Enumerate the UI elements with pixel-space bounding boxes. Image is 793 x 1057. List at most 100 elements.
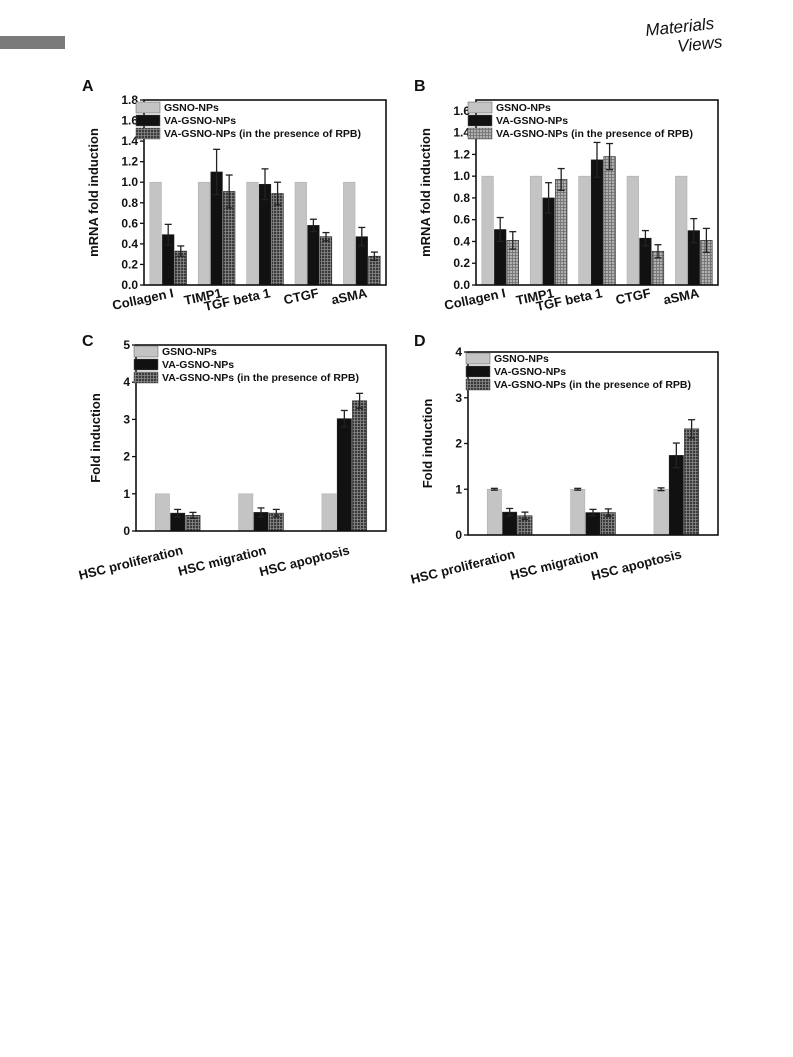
bar (319, 236, 333, 286)
y-tick-label: 1.2 (453, 147, 470, 161)
legend-swatch (135, 101, 161, 114)
error-bar (593, 141, 601, 178)
error-bar (174, 508, 182, 518)
chart-panel-c: C 0 1 2 3 4 5 Fold induction HSC proliferation HS… (78, 330, 398, 590)
y-tick-label: 0.6 (453, 213, 470, 227)
error-bar (557, 167, 565, 191)
publisher-logo-line1: Materials (644, 18, 715, 40)
bar (238, 493, 254, 532)
plot-frame (467, 351, 719, 536)
y-axis-label: mRNA fold induction (86, 128, 101, 257)
error-bar (589, 508, 597, 517)
bar (352, 400, 368, 532)
y-tick-label: 0 (455, 528, 462, 542)
error-bar (641, 229, 649, 247)
bar (149, 181, 162, 286)
legend-label: GSNO-NPs (496, 102, 551, 114)
y-axis-label: mRNA fold induction (418, 128, 433, 257)
y-tick-label: 0.0 (453, 278, 470, 292)
category-label: HSC proliferation (78, 542, 184, 582)
y-tick-label: 1.0 (453, 169, 470, 183)
bar (675, 175, 688, 286)
error-bar (490, 487, 498, 491)
category-label: HSC apoptosis (258, 542, 351, 579)
error-bar (657, 487, 665, 492)
panel-label-a: A (82, 78, 94, 95)
publisher-logo: Materials Views (644, 18, 723, 56)
chart-panel-d: D 0 1 2 3 4 Fold induction HSC proliferation HSC… (410, 330, 730, 590)
bar (271, 193, 284, 286)
legend-label: VA-GSNO-NPs (164, 115, 236, 127)
error-bar (604, 508, 612, 517)
error-bar (506, 507, 514, 517)
publisher-logo-line2: Views (676, 32, 723, 56)
error-bar (274, 181, 282, 206)
panel-label-c: C (82, 333, 94, 350)
category-label: CTGF (282, 285, 320, 307)
bar (307, 225, 320, 286)
chart-panel-b: B 0.0 0.2 0.4 0.6 0.8 1.0 1.2 1.4 1.6 mRNA fold in… (410, 75, 730, 333)
error-bar (272, 508, 280, 518)
legend-swatch (467, 101, 493, 114)
plot-frame (475, 99, 719, 286)
category-label: aSMA (330, 285, 369, 307)
y-tick-label: 1.8 (121, 93, 138, 107)
legend-swatch (465, 365, 491, 378)
error-bar (574, 487, 582, 491)
chart-b-svg: B 0.0 0.2 0.4 0.6 0.8 1.0 1.2 1.4 1.6 mRNA fold in… (414, 78, 719, 314)
y-tick-label: 1.6 (453, 104, 470, 118)
legend-label: VA-GSNO-NPs (in the presence of RPB) (162, 372, 359, 384)
header-bar (0, 36, 65, 49)
y-tick-label: 1 (455, 482, 462, 496)
error-bar (654, 244, 662, 259)
y-tick-label: 1.4 (121, 134, 138, 148)
y-tick-label: 4 (123, 375, 130, 389)
panel-label-b: B (414, 78, 426, 95)
error-bar (688, 419, 696, 439)
error-bar (690, 217, 698, 244)
chart-panel-a: A 0.0 0.2 0.4 0.6 0.8 1.0 1.2 1.4 1.6 1.8 mRNA fold… (78, 75, 398, 333)
legend-label: VA-GSNO-NPs (in the presence of RPB) (164, 128, 361, 140)
bar (653, 488, 669, 536)
y-tick-label: 1.4 (453, 126, 470, 140)
bar (570, 488, 586, 536)
error-bar (606, 142, 614, 171)
legend-label: VA-GSNO-NPs (162, 359, 234, 371)
y-tick-label: 3 (123, 412, 130, 426)
error-bar (545, 182, 553, 214)
y-tick-label: 0.2 (453, 256, 470, 270)
error-bar (189, 511, 197, 520)
panel-label-d: D (414, 333, 426, 350)
y-tick-label: 3 (455, 391, 462, 405)
y-tick-label: 0.8 (121, 196, 138, 210)
legend-swatch (467, 127, 493, 140)
legend-swatch (465, 352, 491, 365)
bar (603, 156, 616, 286)
y-tick-label: 0.4 (453, 234, 470, 248)
legend-swatch (465, 378, 491, 391)
error-bar (164, 223, 172, 246)
y-tick-label: 1 (123, 487, 130, 501)
plot-frame (135, 344, 387, 532)
legend-label: GSNO-NPs (494, 353, 549, 365)
bar (529, 175, 543, 286)
legend-swatch (133, 358, 159, 371)
bar (154, 493, 170, 532)
bar (343, 181, 356, 286)
chart-a-svg: A 0.0 0.2 0.4 0.6 0.8 1.0 1.2 1.4 1.6 1.8 mRNA fold… (82, 78, 387, 314)
bar (590, 159, 604, 286)
error-bar (261, 168, 269, 201)
category-label: CTGF (614, 285, 652, 307)
error-bar (702, 227, 710, 254)
bar (246, 181, 259, 286)
legend-label: GSNO-NPs (162, 346, 217, 358)
bar (294, 181, 307, 286)
y-tick-label: 0.8 (453, 191, 470, 205)
y-tick-label: 0 (123, 524, 130, 538)
error-bar (672, 442, 680, 469)
